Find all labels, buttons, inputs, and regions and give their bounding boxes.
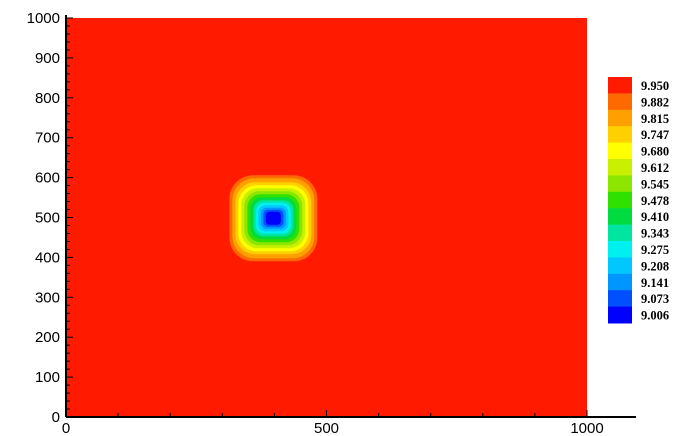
x-tick-label: 1000 xyxy=(570,420,603,436)
legend-label-3: 9.815 xyxy=(641,112,669,126)
legend-swatch-7 xyxy=(608,175,632,193)
legend-swatch-11 xyxy=(608,241,632,258)
legend-swatch-4 xyxy=(608,126,632,144)
legend-swatch-14 xyxy=(608,290,632,308)
legend-label-7: 9.545 xyxy=(641,177,669,191)
legend-label-11: 9.275 xyxy=(641,243,669,257)
y-tick-label: 800 xyxy=(35,90,60,107)
legend-label-5: 9.680 xyxy=(641,145,669,159)
y-tick-label: 400 xyxy=(35,249,60,266)
legend-swatch-5 xyxy=(608,142,632,160)
y-tick-label: 200 xyxy=(35,329,60,346)
legend-label-12: 9.208 xyxy=(641,259,669,273)
legend-swatch-8 xyxy=(608,191,632,209)
y-tick-label: 600 xyxy=(35,170,60,187)
legend-label-2: 9.882 xyxy=(641,95,669,109)
legend-label-10: 9.343 xyxy=(641,227,669,241)
legend-swatch-9 xyxy=(608,208,632,226)
x-tick-label: 500 xyxy=(314,420,339,436)
legend-swatch-15 xyxy=(608,306,632,324)
legend-label-13: 9.141 xyxy=(641,276,669,290)
legend: 9.950 9.882 9.815 9.747 9.680 9.612 9.545 9.478… xyxy=(608,77,669,324)
legend-label-15: 9.006 xyxy=(641,309,669,323)
y-tick-label: 100 xyxy=(35,369,60,386)
legend-swatch-12 xyxy=(608,257,632,275)
legend-swatch-1 xyxy=(608,77,632,94)
y-tick-label: 0 xyxy=(52,409,60,426)
legend-swatch-13 xyxy=(608,273,632,291)
legend-label-14: 9.073 xyxy=(641,292,669,306)
axes: 0 100 200 300 400 500 600 700 800 900 1000 0 500 1000 xyxy=(27,10,636,436)
contour-band-14 xyxy=(265,211,281,225)
field-background xyxy=(66,18,587,417)
y-tick-label: 900 xyxy=(35,50,60,67)
legend-label-6: 9.612 xyxy=(641,161,669,175)
legend-label-8: 9.478 xyxy=(641,194,669,208)
plot-area xyxy=(66,18,587,417)
y-tick-label: 300 xyxy=(35,289,60,306)
y-tick-label: 500 xyxy=(35,210,60,227)
legend-label-9: 9.410 xyxy=(641,210,669,224)
legend-swatch-3 xyxy=(608,109,632,127)
y-tick-label: 1000 xyxy=(27,10,60,27)
y-tick-label: 700 xyxy=(35,130,60,147)
legend-label-1: 9.950 xyxy=(641,79,669,93)
legend-swatch-6 xyxy=(608,159,632,176)
x-tick-label: 0 xyxy=(62,420,70,436)
legend-swatch-2 xyxy=(608,93,632,111)
legend-swatch-10 xyxy=(608,224,632,242)
legend-label-4: 9.747 xyxy=(641,128,669,142)
